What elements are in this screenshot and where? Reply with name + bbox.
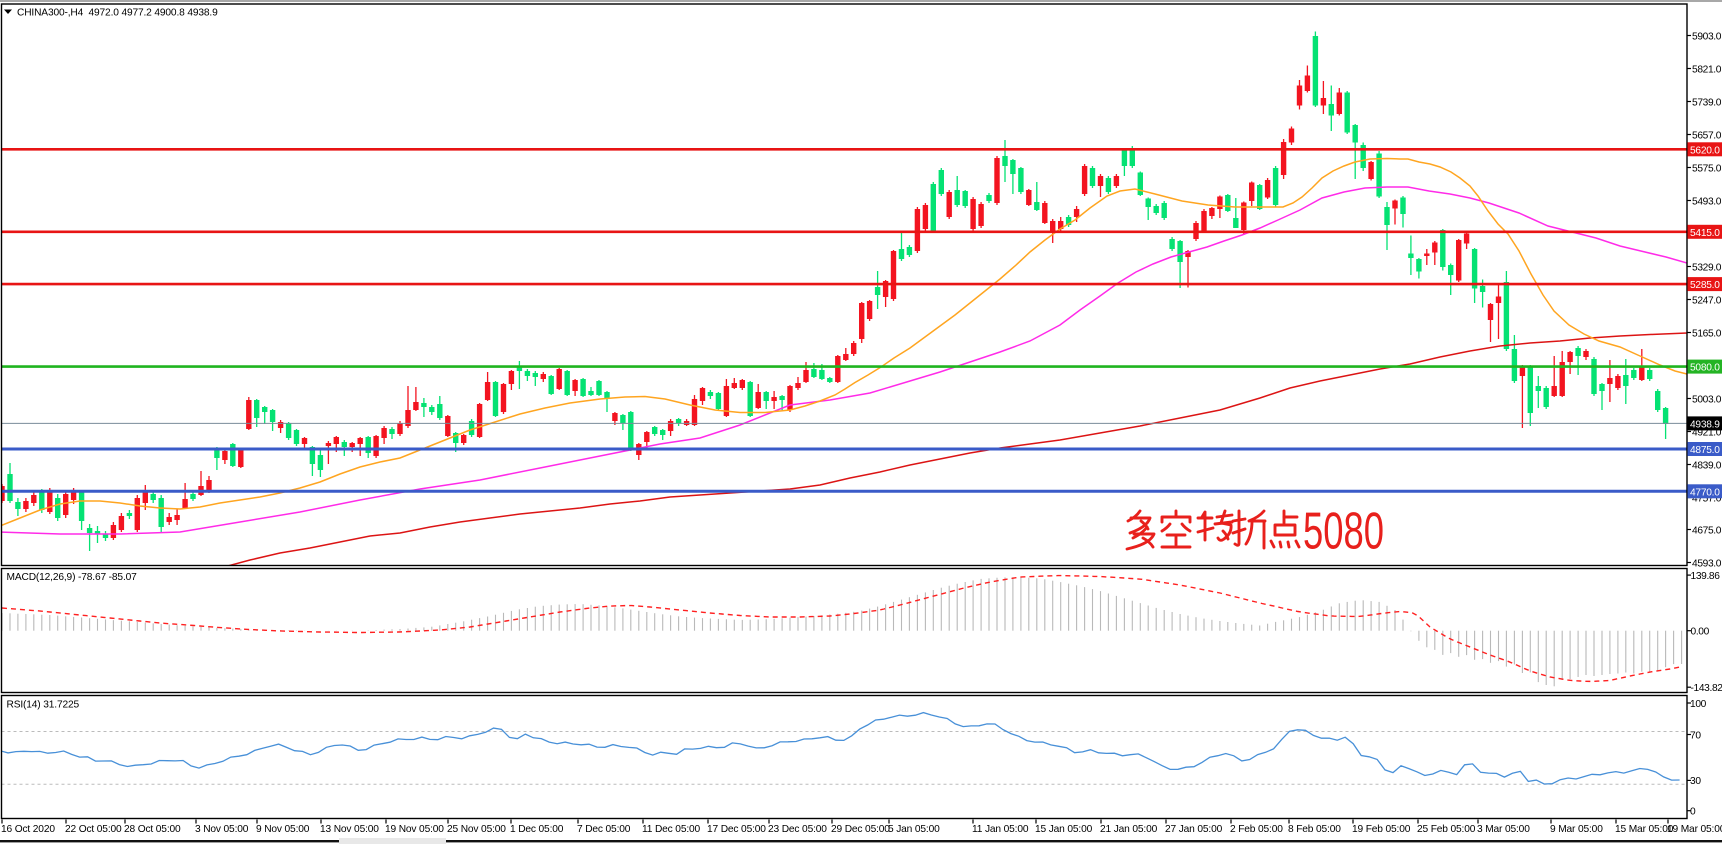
svg-text:5247.0: 5247.0 — [1692, 296, 1722, 307]
svg-text:27 Jan 05:00: 27 Jan 05:00 — [1165, 824, 1223, 835]
svg-text:13 Nov 05:00: 13 Nov 05:00 — [320, 824, 379, 835]
svg-text:9 Mar 05:00: 9 Mar 05:00 — [1550, 824, 1603, 835]
svg-text:5821.0: 5821.0 — [1692, 65, 1722, 76]
svg-text:5 Jan 05:00: 5 Jan 05:00 — [888, 824, 940, 835]
svg-text:5080: 5080 — [1303, 503, 1384, 561]
svg-text:21 Jan 05:00: 21 Jan 05:00 — [1100, 824, 1158, 835]
svg-text:9 Nov 05:00: 9 Nov 05:00 — [256, 824, 310, 835]
svg-text:4839.0: 4839.0 — [1692, 461, 1722, 472]
svg-text:5329.0: 5329.0 — [1692, 263, 1722, 274]
svg-text:8 Feb 05:00: 8 Feb 05:00 — [1288, 824, 1341, 835]
svg-text:7 Dec 05:00: 7 Dec 05:00 — [577, 824, 631, 835]
svg-text:4938.9: 4938.9 — [1690, 419, 1720, 430]
svg-text:4675.0: 4675.0 — [1692, 526, 1722, 537]
svg-text:23 Dec 05:00: 23 Dec 05:00 — [768, 824, 827, 835]
svg-text:CHINA300-,H4 4972.0 4977.2 49: CHINA300-,H4 4972.0 4977.2 4900.8 4938.9 — [17, 8, 218, 19]
svg-text:19 Mar 05:00: 19 Mar 05:00 — [1667, 824, 1722, 835]
svg-text:-143.82: -143.82 — [1691, 683, 1722, 694]
svg-text:3 Nov 05:00: 3 Nov 05:00 — [195, 824, 249, 835]
svg-text:0.00: 0.00 — [1691, 627, 1710, 638]
svg-text:5657.0: 5657.0 — [1692, 131, 1722, 142]
svg-text:22 Oct 05:00: 22 Oct 05:00 — [65, 824, 122, 835]
svg-text:4921.0: 4921.0 — [1692, 428, 1722, 439]
svg-text:11 Jan 05:00: 11 Jan 05:00 — [972, 824, 1029, 835]
svg-text:4875.0: 4875.0 — [1690, 445, 1720, 456]
svg-text:28 Oct 05:00: 28 Oct 05:00 — [124, 824, 181, 835]
svg-text:70: 70 — [1690, 730, 1701, 741]
svg-text:5739.0: 5739.0 — [1692, 98, 1722, 109]
svg-text:25 Feb 05:00: 25 Feb 05:00 — [1417, 824, 1476, 835]
svg-text:4757.0: 4757.0 — [1692, 494, 1722, 505]
svg-text:MACD(12,26,9) -78.67 -85.07: MACD(12,26,9) -78.67 -85.07 — [7, 572, 138, 583]
svg-text:100: 100 — [1690, 699, 1707, 710]
svg-text:16 Oct 2020: 16 Oct 2020 — [1, 824, 55, 835]
svg-text:15 Mar 05:00: 15 Mar 05:00 — [1615, 824, 1674, 835]
svg-text:4593.0: 4593.0 — [1692, 559, 1722, 570]
svg-text:5165.0: 5165.0 — [1692, 329, 1722, 340]
svg-text:5575.0: 5575.0 — [1692, 164, 1722, 175]
svg-text:1 Dec 05:00: 1 Dec 05:00 — [510, 824, 564, 835]
svg-text:17 Dec 05:00: 17 Dec 05:00 — [707, 824, 766, 835]
svg-text:11 Dec 05:00: 11 Dec 05:00 — [642, 824, 701, 835]
svg-text:5285.0: 5285.0 — [1690, 280, 1720, 291]
svg-text:0: 0 — [1690, 807, 1696, 818]
svg-text:30: 30 — [1690, 776, 1701, 787]
svg-text:15 Jan 05:00: 15 Jan 05:00 — [1035, 824, 1093, 835]
svg-text:RSI(14) 31.7225: RSI(14) 31.7225 — [7, 700, 80, 711]
svg-text:3 Mar 05:00: 3 Mar 05:00 — [1477, 824, 1530, 835]
svg-text:29 Dec 05:00: 29 Dec 05:00 — [831, 824, 890, 835]
svg-text:5080.0: 5080.0 — [1690, 363, 1720, 374]
svg-text:5620.0: 5620.0 — [1690, 145, 1720, 156]
svg-text:2 Feb 05:00: 2 Feb 05:00 — [1230, 824, 1283, 835]
svg-text:139.86: 139.86 — [1691, 571, 1721, 582]
svg-text:19 Feb 05:00: 19 Feb 05:00 — [1352, 824, 1411, 835]
svg-text:19 Nov 05:00: 19 Nov 05:00 — [385, 824, 444, 835]
svg-text:5415.0: 5415.0 — [1690, 228, 1720, 239]
svg-text:5903.0: 5903.0 — [1692, 32, 1722, 43]
svg-text:5493.0: 5493.0 — [1692, 197, 1722, 208]
svg-text:5003.0: 5003.0 — [1692, 395, 1722, 406]
svg-text:25 Nov 05:00: 25 Nov 05:00 — [447, 824, 506, 835]
svg-text:4770.0: 4770.0 — [1690, 487, 1720, 498]
